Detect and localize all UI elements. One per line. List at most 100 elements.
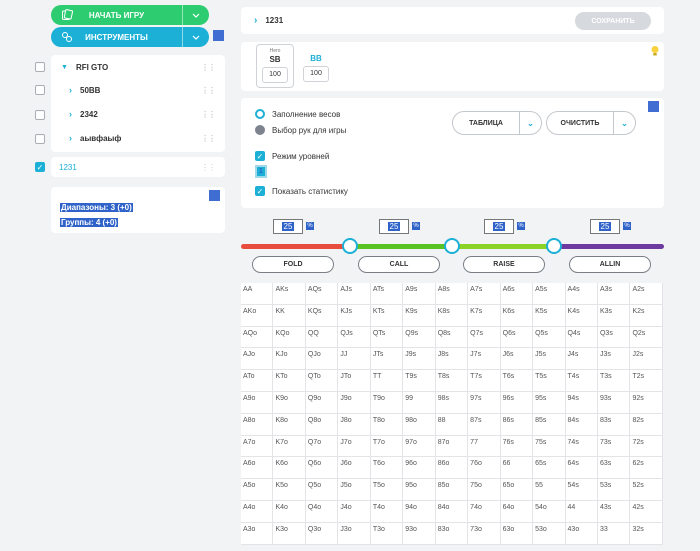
hand-cell[interactable]: A5o <box>241 479 274 501</box>
start-game-dropdown[interactable] <box>183 5 209 25</box>
table-button[interactable]: ТАБЛИЦА ⌄ <box>452 111 542 135</box>
fold-percent-input[interactable]: 25 <box>273 218 303 234</box>
tree-checkbox-3[interactable] <box>35 110 45 120</box>
fill-weights-option[interactable]: Заполнение весов <box>255 109 340 119</box>
hand-cell[interactable]: KJs <box>338 304 371 327</box>
hand-cell[interactable]: J6o <box>338 457 371 480</box>
hand-cell[interactable]: 97s <box>468 391 501 414</box>
hand-cell[interactable]: T5s <box>533 370 566 392</box>
hand-cell[interactable]: 86s <box>500 413 534 436</box>
tools-button[interactable]: ИНСТРУМЕНТЫ <box>51 27 209 47</box>
hand-cell[interactable]: T5o <box>370 479 404 501</box>
hand-cell[interactable]: 98o <box>403 413 436 436</box>
tree-item-selected[interactable]: 1231 ⋮⋮ <box>51 157 225 177</box>
hand-cell[interactable]: 54s <box>565 479 598 501</box>
hand-cell[interactable]: J7s <box>468 348 501 371</box>
hand-cell[interactable]: A4s <box>565 283 598 305</box>
hand-cell[interactable]: K5o <box>273 479 306 501</box>
hand-cell[interactable]: JJ <box>338 348 371 371</box>
tools-main[interactable]: ИНСТРУМЕНТЫ <box>51 27 183 47</box>
allin-track[interactable] <box>554 244 664 249</box>
hand-cell[interactable]: K6s <box>500 304 534 327</box>
show-stats-checkbox[interactable]: ✓ <box>255 186 265 196</box>
hand-cell[interactable]: 99 <box>403 391 436 414</box>
hand-cell[interactable]: KQs <box>305 304 339 327</box>
hand-cell[interactable]: J8o <box>338 413 371 436</box>
start-game-button[interactable]: НАЧАТЬ ИГРУ <box>51 5 209 25</box>
chevron-right-icon[interactable]: › <box>69 85 72 95</box>
hand-cell[interactable]: K9s <box>403 304 436 327</box>
allin-button[interactable]: ALLIN <box>569 256 651 273</box>
fold-track[interactable] <box>241 244 353 249</box>
tree-item[interactable]: › 50BB ⋮⋮ <box>51 82 225 98</box>
hand-cell[interactable]: K5s <box>533 304 566 327</box>
allin-percent[interactable]: 25 % <box>590 218 631 234</box>
hand-cell[interactable]: 84s <box>565 413 598 436</box>
hand-cell[interactable]: J4o <box>338 500 371 523</box>
call-percent-input[interactable]: 25 <box>379 218 409 234</box>
chevron-down-icon[interactable]: ⌄ <box>519 112 541 134</box>
hand-cell[interactable]: J5s <box>533 348 566 371</box>
hand-cell[interactable]: 83o <box>435 522 469 545</box>
hand-cell[interactable]: 75s <box>533 435 566 458</box>
hand-cell[interactable]: Q5s <box>533 326 566 349</box>
hand-cell[interactable]: J3s <box>597 348 631 371</box>
hand-cell[interactable]: 94o <box>403 500 436 523</box>
hand-cell[interactable]: KTo <box>273 370 306 392</box>
hand-cell[interactable]: 44 <box>565 500 598 523</box>
chevron-down-icon[interactable]: ▼ <box>61 63 68 71</box>
hand-cell[interactable]: JTo <box>338 370 371 392</box>
hand-cell[interactable]: 96s <box>500 391 534 414</box>
hand-cell[interactable]: K4s <box>565 304 598 327</box>
hand-cell[interactable]: 76s <box>500 435 534 458</box>
hand-cell[interactable]: J8s <box>435 348 469 371</box>
hand-cell[interactable]: K8o <box>273 413 306 436</box>
hand-cell[interactable]: AJo <box>241 348 274 371</box>
drag-handle-icon[interactable]: ⋮⋮ <box>201 85 216 95</box>
hand-cell[interactable]: T4o <box>370 500 404 523</box>
hand-cell[interactable]: J9s <box>403 348 436 371</box>
hand-cell[interactable]: Q5o <box>305 479 339 501</box>
hand-cell[interactable]: 86o <box>435 457 469 480</box>
hand-cell[interactable]: K6o <box>273 457 306 480</box>
radio-selected[interactable] <box>255 109 265 119</box>
hand-cell[interactable]: K8s <box>435 304 469 327</box>
hand-cell[interactable]: 63o <box>500 522 534 545</box>
hand-cell[interactable]: 43s <box>597 500 631 523</box>
hand-cell[interactable]: A7o <box>241 435 274 458</box>
hand-cell[interactable]: 73s <box>597 435 631 458</box>
hand-cell[interactable]: QQ <box>305 326 339 349</box>
position-card-sb[interactable]: Hero SB 100 <box>256 44 294 88</box>
hand-cell[interactable]: Q4o <box>305 500 339 523</box>
tree-checkbox-4[interactable] <box>35 134 45 144</box>
hand-cell[interactable]: J7o <box>338 435 371 458</box>
hand-cell[interactable]: 32s <box>630 522 663 545</box>
hand-cell[interactable]: 84o <box>435 500 469 523</box>
slider-handle-3[interactable] <box>546 238 562 254</box>
hand-cell[interactable]: T6o <box>370 457 404 480</box>
hand-cell[interactable]: J5o <box>338 479 371 501</box>
hand-cell[interactable]: Q4s <box>565 326 598 349</box>
hand-cell[interactable]: AQo <box>241 326 274 349</box>
drag-handle-icon[interactable]: ⋮⋮ <box>201 62 216 72</box>
hand-cell[interactable]: Q2s <box>630 326 663 349</box>
tools-dropdown[interactable] <box>183 27 209 47</box>
hand-cell[interactable]: T3o <box>370 522 404 545</box>
hand-cell[interactable]: A6s <box>500 283 534 305</box>
tree-item[interactable]: ▼ RFI GTO ⋮⋮ <box>51 59 225 75</box>
hand-cell[interactable]: 65s <box>533 457 566 480</box>
hand-cell[interactable]: AQs <box>305 283 339 305</box>
start-game-main[interactable]: НАЧАТЬ ИГРУ <box>51 5 183 25</box>
hand-cell[interactable]: Q8o <box>305 413 339 436</box>
hand-cell[interactable]: 53o <box>533 522 566 545</box>
hand-cell[interactable]: 75o <box>468 479 501 501</box>
radio-unselected[interactable] <box>255 125 265 135</box>
hand-cell[interactable]: KTs <box>370 304 404 327</box>
hand-cell[interactable]: T9o <box>370 391 404 414</box>
hand-cell[interactable]: A9o <box>241 391 274 414</box>
call-button[interactable]: CALL <box>358 256 440 273</box>
hand-cell[interactable]: Q9s <box>403 326 436 349</box>
hand-cell[interactable]: 77 <box>468 435 501 458</box>
hand-cell[interactable]: 42s <box>630 500 663 523</box>
hand-cell[interactable]: KQo <box>273 326 306 349</box>
